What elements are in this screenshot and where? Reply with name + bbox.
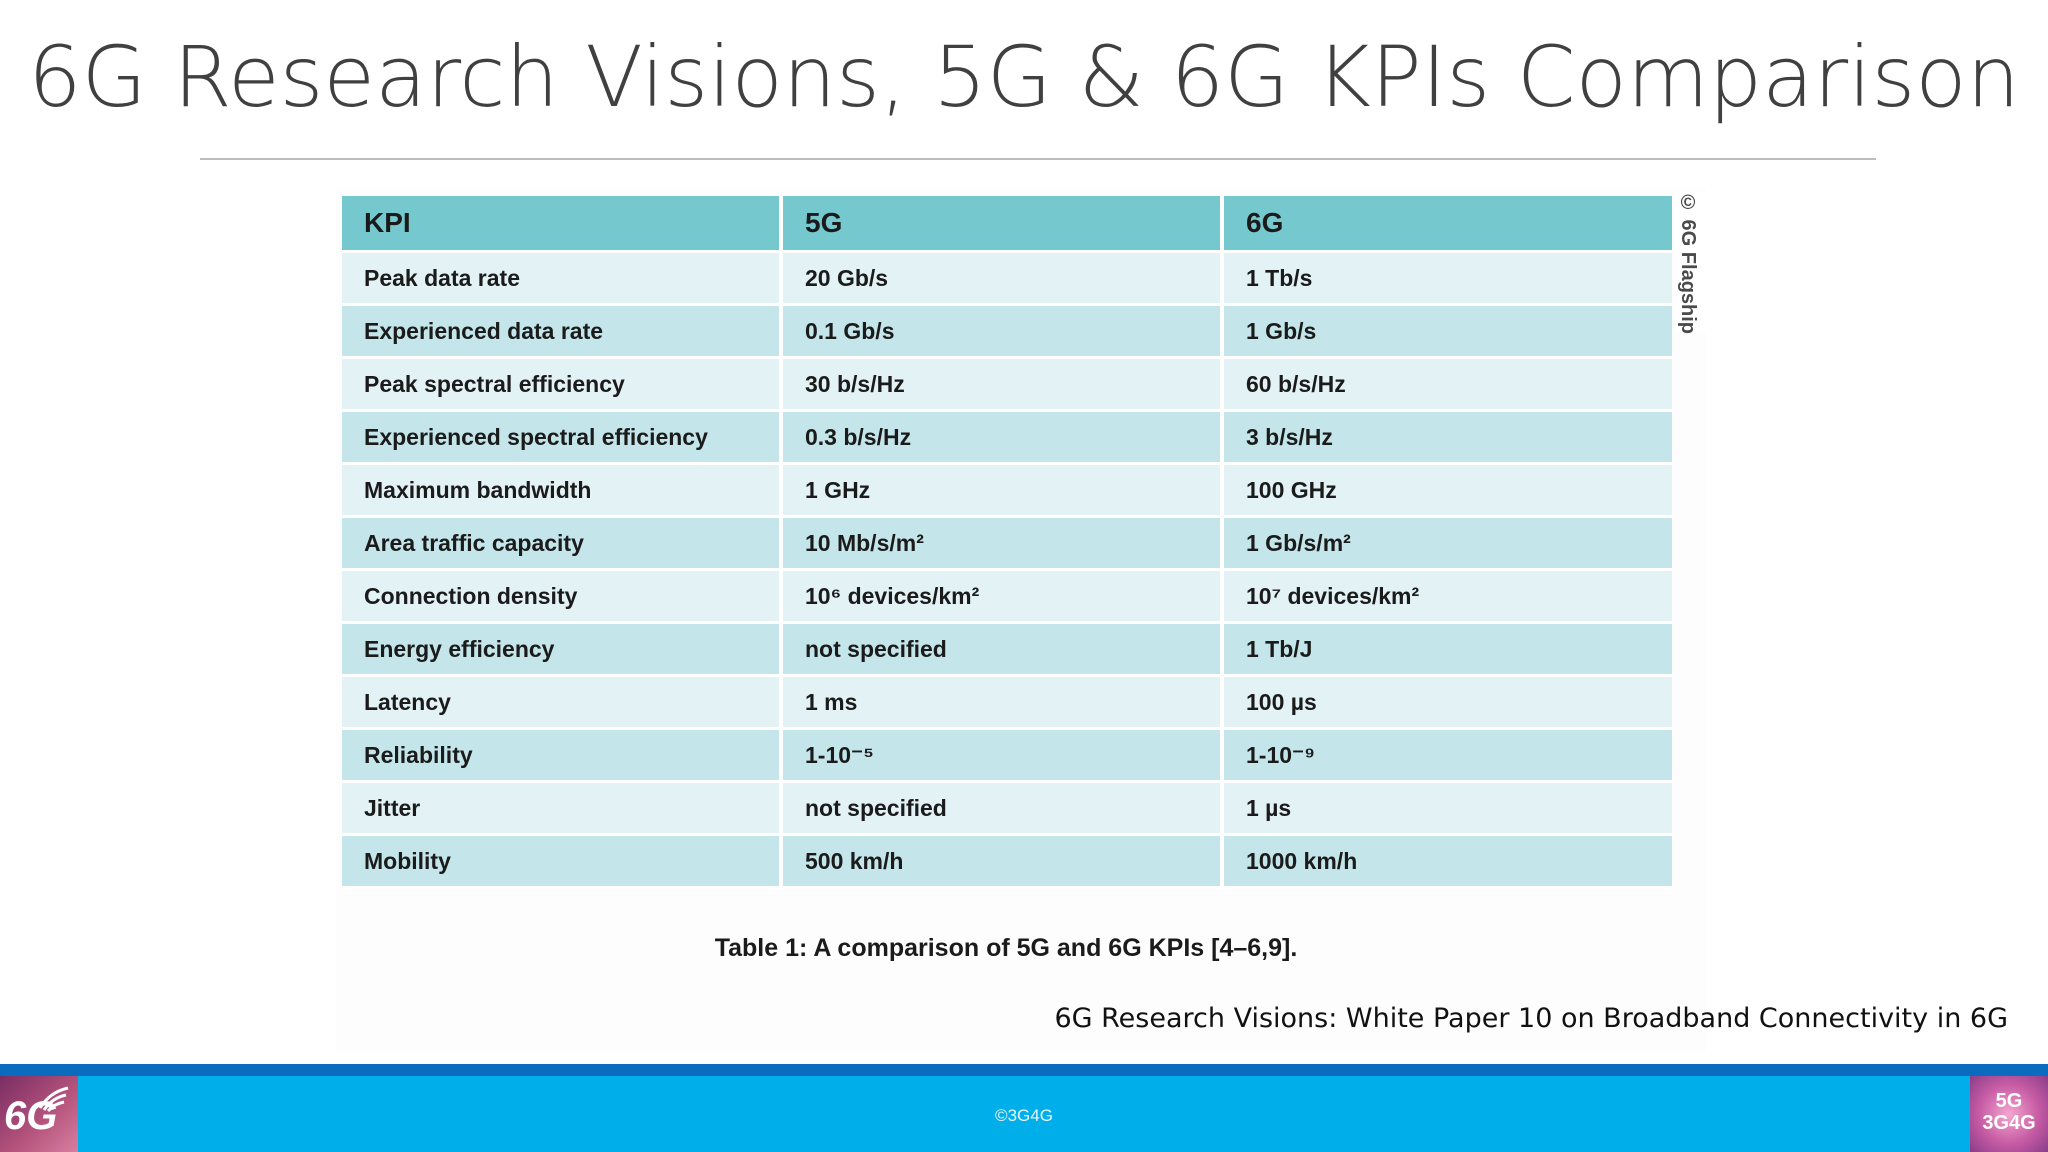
logo-right-line2: 3G4G [1982, 1112, 2036, 1134]
kpi-cell: Experienced data rate [342, 306, 783, 359]
kpi-cell: Reliability [342, 730, 783, 783]
6g-cell: 3 b/s/Hz [1224, 412, 1672, 465]
footer-copyright: ©3G4G [995, 1106, 1053, 1125]
5g-cell: 1 ms [783, 677, 1224, 730]
kpi-cell: Peak spectral efficiency [342, 359, 783, 412]
footer-bar: 6G ©3G4G 5G 3G4G [0, 1076, 2048, 1152]
table-caption: Table 1: A comparison of 5G and 6G KPIs … [714, 934, 1298, 962]
table-row: Mobility 500 km/h 1000 km/h [342, 836, 1672, 889]
kpi-cell: Mobility [342, 836, 783, 889]
header-6g: 6G [1224, 196, 1672, 253]
kpi-cell: Jitter [342, 783, 783, 836]
6g-cell: 1-10⁻⁹ [1224, 730, 1672, 783]
header-kpi: KPI [342, 196, 783, 253]
5g-cell: not specified [783, 624, 1224, 677]
kpi-cell: Maximum bandwidth [342, 465, 783, 518]
5g-cell: 0.3 b/s/Hz [783, 412, 1224, 465]
5g-cell: 10 Mb/s/m² [783, 518, 1224, 571]
kpi-cell: Peak data rate [342, 253, 783, 306]
header-5g: 5G [783, 196, 1224, 253]
6g-cell: 60 b/s/Hz [1224, 359, 1672, 412]
5g-cell: not specified [783, 783, 1224, 836]
title-divider [200, 158, 1876, 160]
6g-wireless-logo-icon: 6G [0, 1076, 78, 1152]
table-row: Peak data rate 20 Gb/s 1 Tb/s [342, 253, 1672, 306]
kpi-cell: Connection density [342, 571, 783, 624]
3g4g-logo-icon: 5G 3G4G [1970, 1076, 2048, 1152]
5g-cell: 20 Gb/s [783, 253, 1224, 306]
wireless-waves-icon [38, 1086, 69, 1112]
table-row: Maximum bandwidth 1 GHz 100 GHz [342, 465, 1672, 518]
watermark-text: © 6G Flagship [1677, 192, 1699, 335]
table-row: Latency 1 ms 100 µs [342, 677, 1672, 730]
kpi-cell: Area traffic capacity [342, 518, 783, 571]
table-row: Jitter not specified 1 µs [342, 783, 1672, 836]
5g-cell: 0.1 Gb/s [783, 306, 1224, 359]
kpi-comparison-table: KPI 5G 6G Peak data rate 20 Gb/s 1 Tb/s Ex… [342, 196, 1672, 889]
logo-left-text: 6G [4, 1094, 58, 1138]
5g-cell: 10⁶ devices/km² [783, 571, 1224, 624]
6g-cell: 1 Gb/s/m² [1224, 518, 1672, 571]
kpi-table-figure: KPI 5G 6G Peak data rate 20 Gb/s 1 Tb/s Ex… [336, 188, 1714, 1052]
source-note: 6G Research Visions: White Paper 10 on B… [1054, 1003, 2008, 1034]
5g-cell: 1-10⁻⁵ [783, 730, 1224, 783]
6g-cell: 100 GHz [1224, 465, 1672, 518]
table-row: Energy efficiency not specified 1 Tb/J [342, 624, 1672, 677]
logo-right-line1: 5G [1995, 1090, 2023, 1112]
table-row: Area traffic capacity 10 Mb/s/m² 1 Gb/s/m² [342, 518, 1672, 571]
6g-cell: 1000 km/h [1224, 836, 1672, 889]
table-row: Experienced data rate 0.1 Gb/s 1 Gb/s [342, 306, 1672, 359]
table-header-row: KPI 5G 6G [342, 196, 1672, 253]
footer-accent-strip [0, 1064, 2048, 1076]
5g-cell: 1 GHz [783, 465, 1224, 518]
6g-cell: 1 Gb/s [1224, 306, 1672, 359]
slide-title: 6G Research Visions, 5G & 6G KPIs Compar… [28, 28, 2020, 126]
6g-cell: 1 Tb/J [1224, 624, 1672, 677]
5g-cell: 500 km/h [783, 836, 1224, 889]
copyright-watermark: © 6G Flagship [1674, 192, 1714, 335]
kpi-cell: Experienced spectral efficiency [342, 412, 783, 465]
table-row: Experienced spectral efficiency 0.3 b/s/H… [342, 412, 1672, 465]
6g-cell: 1 Tb/s [1224, 253, 1672, 306]
table-row: Connection density 10⁶ devices/km² 10⁷ dev… [342, 571, 1672, 624]
table-row: Reliability 1-10⁻⁵ 1-10⁻⁹ [342, 730, 1672, 783]
table-row: Peak spectral efficiency 30 b/s/Hz 60 b/s/… [342, 359, 1672, 412]
kpi-cell: Latency [342, 677, 783, 730]
5g-cell: 30 b/s/Hz [783, 359, 1224, 412]
6g-cell: 100 µs [1224, 677, 1672, 730]
6g-cell: 1 µs [1224, 783, 1672, 836]
6g-cell: 10⁷ devices/km² [1224, 571, 1672, 624]
kpi-cell: Energy efficiency [342, 624, 783, 677]
